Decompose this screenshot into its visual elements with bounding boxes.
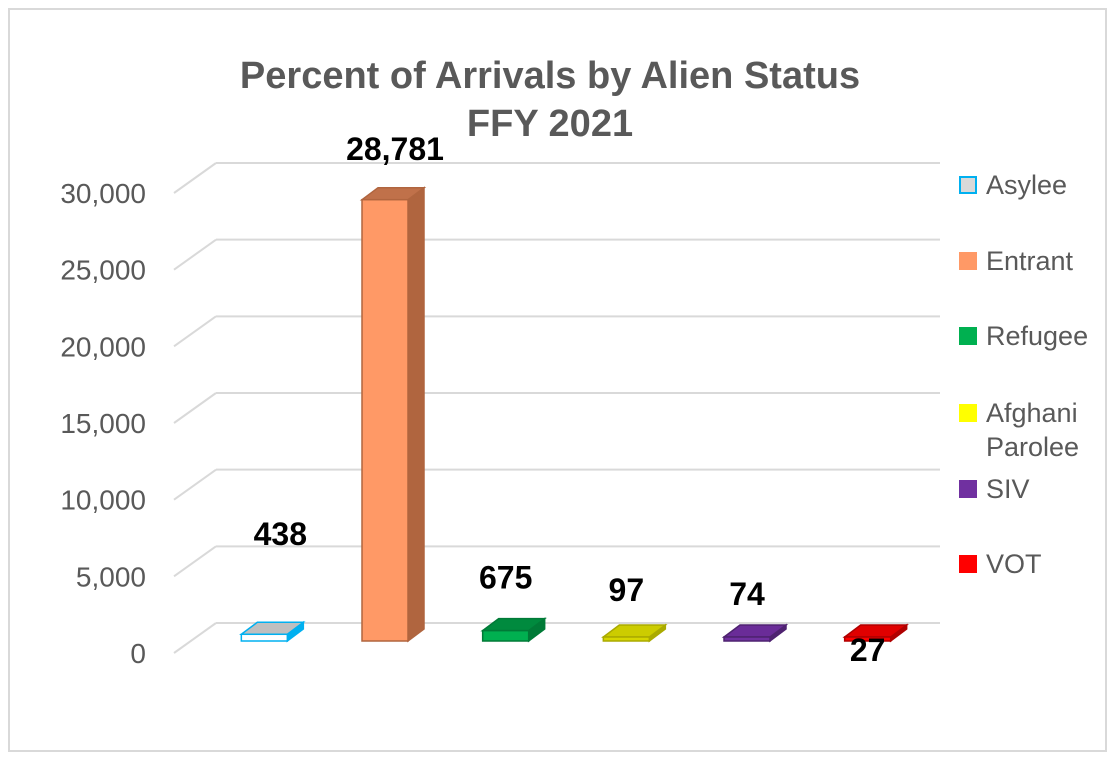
gridline-depth	[173, 162, 217, 194]
bar-front	[240, 633, 289, 642]
data-label: 27	[850, 632, 886, 668]
legend-label: Entrant	[986, 246, 1074, 276]
legend-label: Refugee	[986, 321, 1088, 351]
legend-swatch	[959, 555, 977, 573]
legend-label: Asylee	[986, 170, 1067, 200]
legend: Asylee Entrant Refugee Afghani Parolee SIV VOT	[959, 170, 1088, 579]
legend-label: Afghani	[986, 398, 1078, 428]
legend-item: Entrant	[959, 246, 1074, 276]
legend-item: Asylee	[959, 170, 1067, 200]
legend-label: Parolee	[986, 432, 1079, 462]
gridlines	[173, 162, 940, 654]
data-label: 97	[609, 572, 645, 608]
legend-item: Afghani Parolee	[959, 398, 1079, 462]
legend-label: VOT	[986, 549, 1042, 579]
legend-item: VOT	[959, 549, 1042, 579]
y-tick-label: 25,000	[60, 255, 146, 286]
bar-front	[602, 636, 651, 642]
gridline-depth	[173, 468, 217, 501]
bar-afghani-parolee	[601, 623, 668, 643]
legend-item: SIV	[959, 474, 1030, 504]
chart-title-line: FFY 2021	[467, 103, 633, 145]
y-tick-label: 10,000	[60, 485, 146, 516]
bar-siv	[721, 623, 789, 643]
legend-label: SIV	[986, 474, 1030, 504]
y-tick-label: 0	[130, 638, 146, 669]
chart-title-line: Percent of Arrivals by Alien Status	[240, 55, 860, 97]
bar-entrant	[359, 186, 427, 643]
bar-refugee	[480, 617, 547, 643]
y-tick-label: 30,000	[60, 178, 146, 209]
data-label: 675	[479, 560, 532, 596]
y-tick-label: 15,000	[60, 408, 146, 439]
legend-swatch	[959, 404, 977, 422]
bars	[239, 186, 909, 643]
bar-front	[723, 636, 771, 642]
bar-front	[843, 636, 892, 642]
gridline-depth	[173, 238, 217, 271]
legend-swatch	[959, 252, 977, 270]
chart-frame: 0 5,000 10,000 15,000 20,000 25,000 30,000 438…	[8, 8, 1107, 752]
y-tick-label: 20,000	[60, 331, 146, 362]
bar-front	[481, 629, 530, 642]
gridline-depth	[173, 622, 217, 654]
y-tick-label: 5,000	[76, 561, 146, 592]
data-label: 28,781	[346, 131, 444, 167]
bar-asylee	[239, 620, 306, 643]
legend-item: Refugee	[959, 321, 1088, 351]
bar-vot	[842, 623, 909, 643]
legend-swatch	[959, 480, 977, 498]
bar-chart: 0 5,000 10,000 15,000 20,000 25,000 30,000 438…	[60, 55, 1088, 669]
legend-swatch	[959, 176, 977, 194]
legend-swatch	[959, 327, 977, 345]
gridline-depth	[173, 315, 217, 348]
data-label: 438	[254, 516, 307, 552]
data-label: 74	[729, 576, 765, 612]
gridline-depth	[173, 545, 217, 578]
bar-front	[361, 198, 409, 642]
gridline-depth	[173, 392, 217, 424]
chart-title: Percent of Arrivals by Alien Status FFY 2…	[240, 55, 860, 145]
y-axis-ticks: 0 5,000 10,000 15,000 20,000 25,000 30,000	[60, 178, 146, 669]
data-labels: 438 28,781 675 97 74 27	[254, 131, 886, 668]
bar-side	[407, 186, 425, 643]
